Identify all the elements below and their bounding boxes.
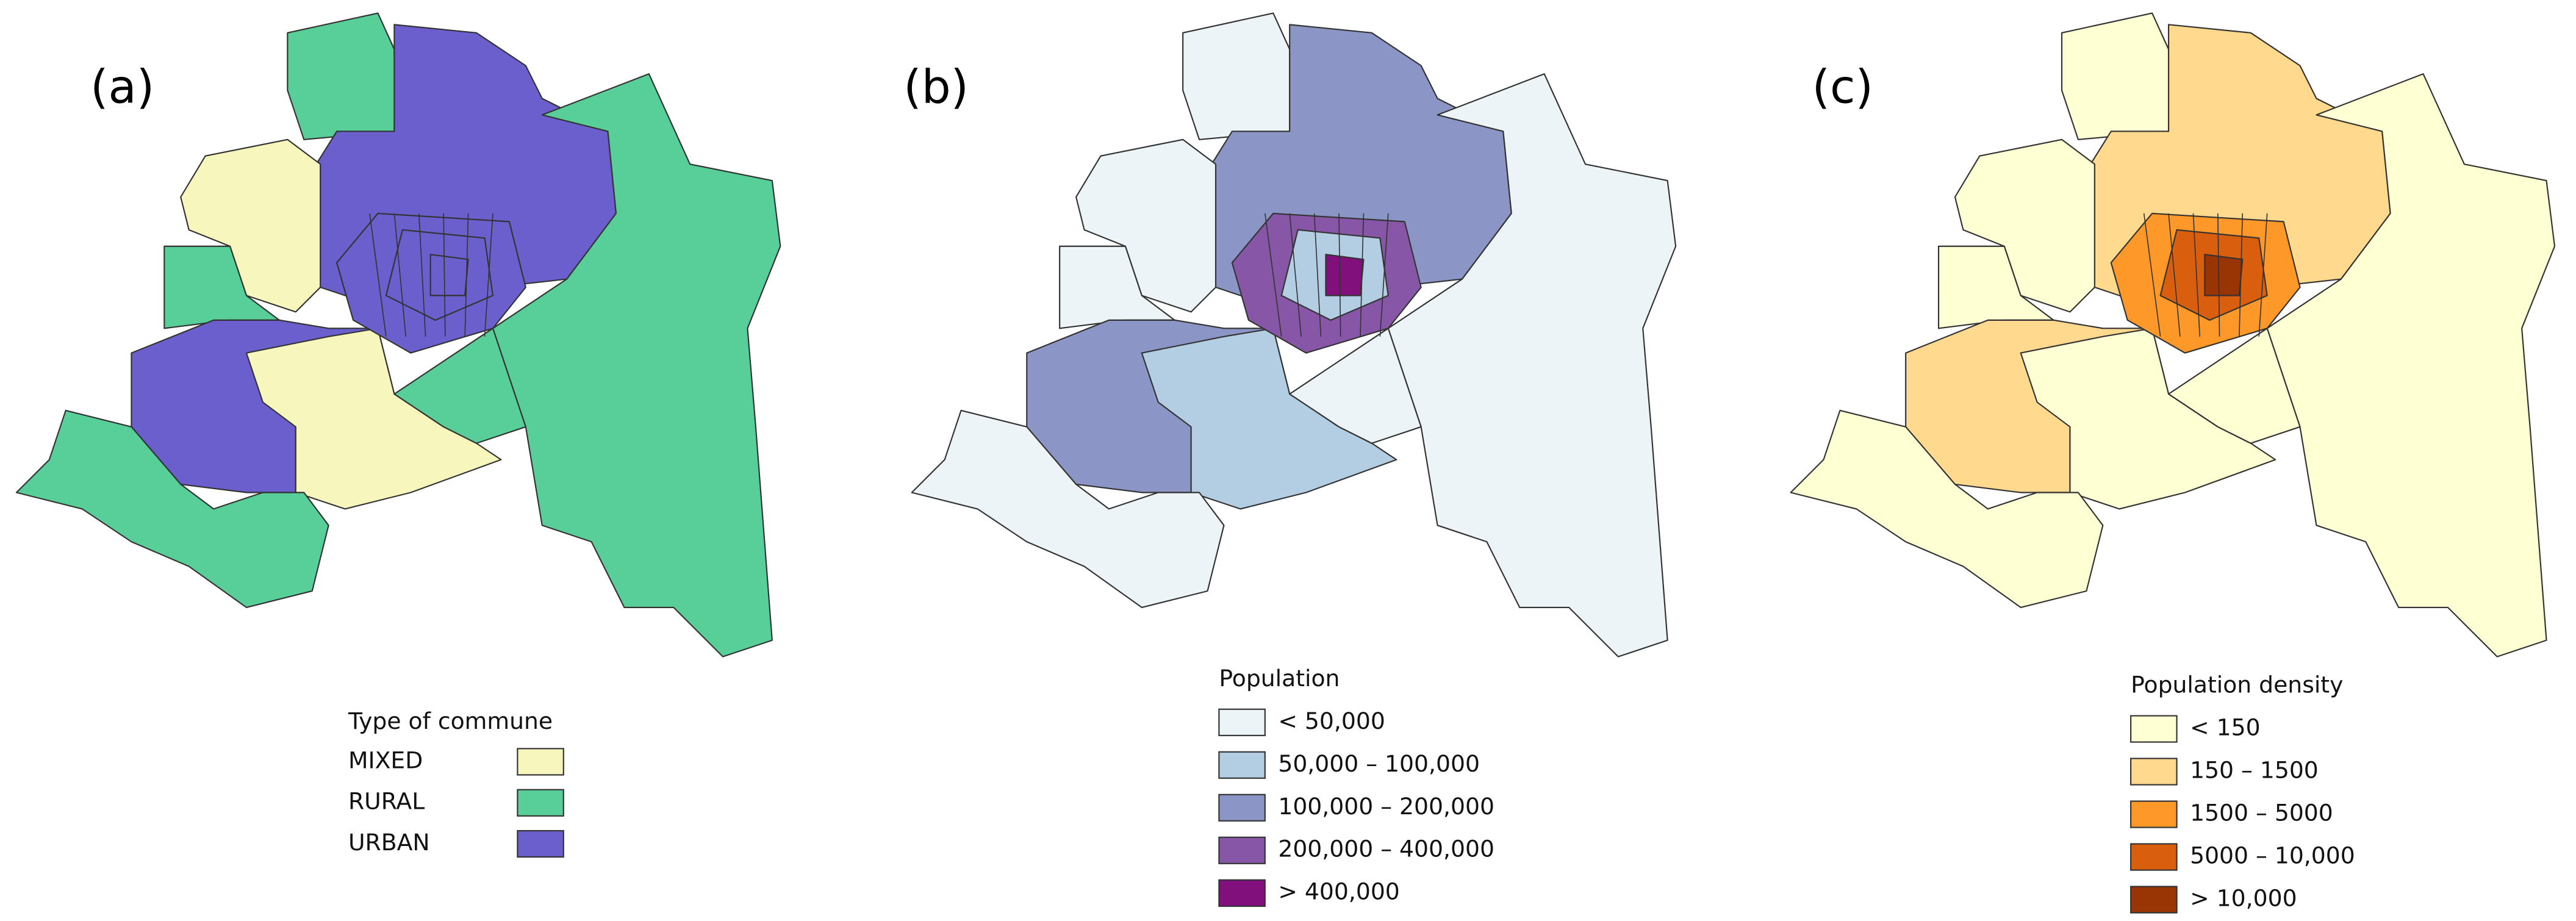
legend-swatch [2130,715,2178,743]
legend-label: MIXED [348,747,423,773]
commune-border [2143,213,2161,337]
commune-region [1325,254,1365,296]
legend-label: > 400,000 [1278,878,1399,905]
legend-label: < 50,000 [1278,708,1385,734]
map-panel [1790,12,2556,658]
commune-border [1264,213,1282,337]
legend-swatch [1218,879,1266,907]
legend-swatch [2130,886,2178,914]
commune-region [429,254,469,296]
legend-label: 200,000 – 400,000 [1278,836,1494,862]
legend-label: > 10,000 [2190,885,2297,912]
commune-region [492,73,781,658]
commune-region [2266,73,2556,658]
commune-region [1075,138,1217,313]
commune-region [1387,73,1677,658]
commune-region [2061,12,2170,140]
legend-swatch [2130,758,2178,786]
commune-region [15,409,329,608]
commune-border [2168,213,2181,337]
commune-border [1289,213,1302,337]
commune-border [443,213,446,337]
panel-label: (a) [90,60,154,114]
legend-swatch [517,830,564,858]
legend-swatch [1218,836,1266,864]
legend-label: RURAL [348,788,425,815]
legend-swatch [1218,708,1266,736]
legend-label: 50,000 – 100,000 [1278,750,1480,777]
commune-border [1313,213,1322,337]
legend-swatch [517,748,564,776]
commune-region [180,138,321,313]
commune-border [418,213,426,337]
legend-label: < 150 [2190,714,2261,741]
legend-label: 1500 – 5000 [2190,800,2333,826]
commune-border [393,213,407,337]
commune-border [2217,213,2220,337]
panel-label: (b) [903,60,969,114]
commune-region [2204,254,2244,296]
map-panel [911,12,1677,658]
legend-title: Population density [2131,672,2343,698]
legend-swatch [1218,751,1266,779]
legend-title: Population [1219,665,1340,692]
panel-label: (c) [1812,60,1873,114]
commune-border [464,213,469,337]
commune-border [1379,213,1389,337]
legend-title: Type of commune [348,708,553,734]
commune-border [2258,213,2268,337]
legend-swatch [517,789,564,817]
commune-region [1954,138,2095,313]
commune-border [369,213,387,337]
legend-label: 100,000 – 200,000 [1278,793,1494,820]
commune-border [1360,213,1365,337]
commune-region [1182,12,1291,140]
commune-border [1338,213,1341,337]
legend-swatch [2130,843,2178,871]
legend-label: 5000 – 10,000 [2190,842,2355,869]
commune-region [911,409,1225,608]
commune-border [2239,213,2244,337]
commune-border [2192,213,2201,337]
commune-region [287,12,395,140]
map-panel [15,12,781,658]
legend-label: URBAN [348,829,430,856]
legend-label: 150 – 1500 [2190,757,2319,784]
commune-border [484,213,493,337]
commune-region [1790,409,2104,608]
legend-swatch [1218,794,1266,822]
legend-swatch [2130,800,2178,828]
